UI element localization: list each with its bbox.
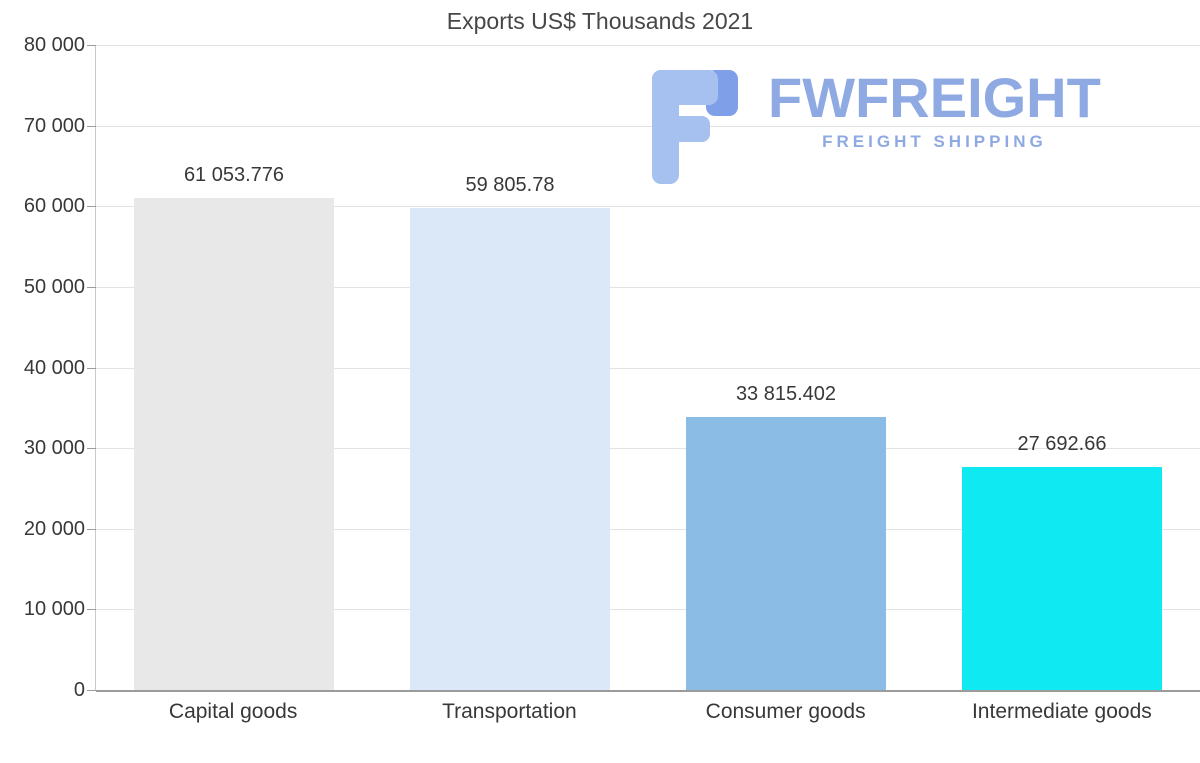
bar-value-label: 33 815.402 [735,383,837,405]
gridline [96,287,1200,288]
bar [410,208,610,690]
x-category-label: Transportation [442,700,577,723]
plot-area: 80 000 70 000 60 000 50 000 40 000 30 000 20 0… [24,34,1200,701]
x-category-label: Intermediate goods [971,700,1152,723]
bar-value-label: 59 805.78 [465,174,555,196]
y-tick-mark [87,45,96,46]
y-tick-mark [87,368,96,369]
y-tick-mark [87,206,96,207]
chart-title: Exports US$ Thousands 2021 [446,8,754,34]
bar [686,417,886,690]
gridline [96,529,1200,530]
gridline [96,448,1200,449]
y-tick-mark [87,126,96,127]
x-category-label: Capital goods [168,700,298,723]
gridline [96,368,1200,369]
bars-layer: 61 053.776 59 805.78 33 815.402 27 692.66 [96,45,1200,690]
bar [134,198,334,690]
y-tick-mark [87,609,96,610]
y-tick-label: 10 000 [23,598,85,620]
bar-value-label: 61 053.776 [183,164,285,186]
y-tick-label: 80 000 [23,34,85,56]
fwfreight-logo-icon [652,70,738,184]
x-axis-baseline [96,690,1200,692]
x-axis-labels: Capital goods Transportation Consumer good… [95,700,1200,724]
bar-column: 59 805.78 [372,45,648,690]
y-tick-label: 40 000 [23,357,85,379]
logo-text: FWFREIGHT FREIGHT SHIPPING [768,68,1101,152]
y-tick-label: 30 000 [23,437,85,459]
y-tick-mark [87,529,96,530]
bar [962,467,1162,690]
y-tick-label: 20 000 [23,518,85,540]
y-tick-label: 60 000 [23,195,85,217]
bar-column: 33 815.402 [648,45,924,690]
y-tick-mark [87,690,96,691]
y-tick-label: 70 000 [23,115,85,137]
bar-column: 27 692.66 [924,45,1200,690]
bar-value-label: 27 692.66 [1017,433,1107,455]
gridline [96,45,1200,46]
gridline [96,609,1200,610]
gridline [96,206,1200,207]
bar-column: 61 053.776 [96,45,372,690]
y-tick-label: 50 000 [23,276,85,298]
brand-tagline: FREIGHT SHIPPING [822,132,1047,151]
y-tick-label: 0 [73,679,85,701]
y-tick-mark [87,448,96,449]
watermark-logo: FWFREIGHT FREIGHT SHIPPING [648,68,1101,186]
y-tick-mark [87,287,96,288]
gridline [96,126,1200,127]
brand-name: FWFREIGHT [768,66,1101,129]
x-category-label: Consumer goods [705,700,866,723]
